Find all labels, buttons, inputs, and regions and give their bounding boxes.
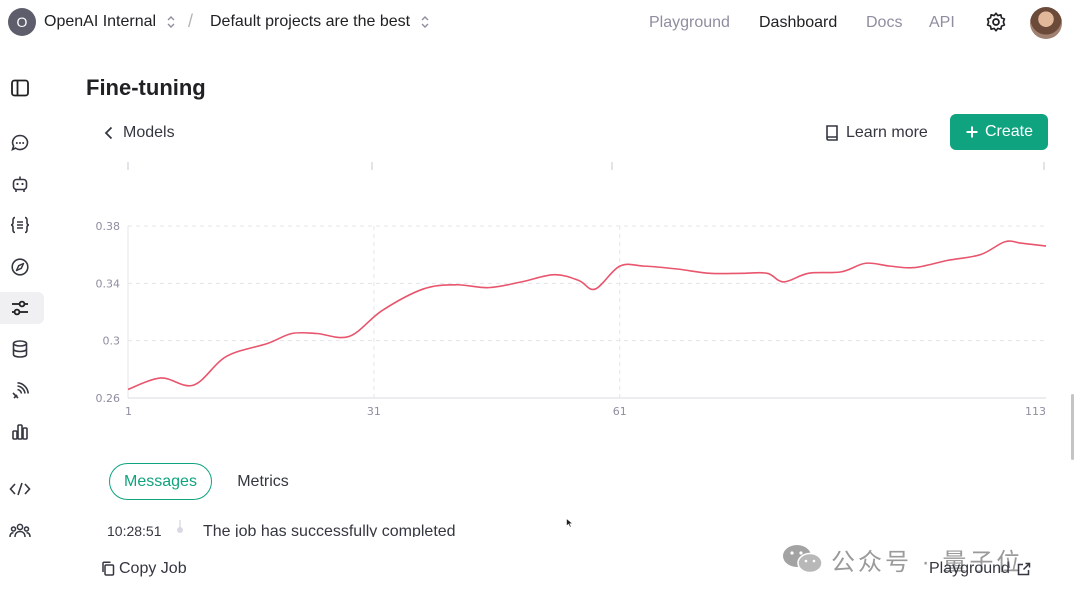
sidebar-toggle-icon[interactable] bbox=[9, 77, 31, 99]
learn-more-button[interactable]: Learn more bbox=[824, 122, 928, 144]
back-link-label: Models bbox=[123, 124, 175, 141]
timeline-connector bbox=[179, 520, 181, 528]
vertical-scrollbar[interactable] bbox=[1071, 394, 1074, 460]
book-icon bbox=[826, 125, 838, 141]
copy-job-button[interactable]: Copy Job bbox=[101, 560, 187, 578]
open-playground-link[interactable]: Playground bbox=[929, 560, 1032, 578]
back-to-models-link[interactable]: Models bbox=[103, 122, 175, 144]
plus-icon bbox=[966, 126, 978, 138]
org-avatar[interactable]: O bbox=[8, 8, 36, 36]
external-link-icon bbox=[1017, 562, 1031, 576]
wechat-logo-icon bbox=[783, 545, 823, 574]
org-switcher[interactable]: OpenAI Internal bbox=[44, 13, 157, 30]
audio-icon[interactable] bbox=[9, 380, 31, 402]
braces-icon[interactable] bbox=[9, 214, 31, 236]
tab-messages[interactable]: Messages bbox=[109, 463, 212, 500]
tab-metrics[interactable]: Metrics bbox=[237, 472, 289, 490]
learn-more-label: Learn more bbox=[846, 124, 928, 141]
y-tick-label: 0.3 bbox=[103, 335, 121, 348]
log-entry: 10:28:51 The job has successfully comple… bbox=[0, 520, 1080, 537]
chat-icon[interactable] bbox=[9, 132, 31, 154]
x-tick-label: 61 bbox=[613, 405, 627, 418]
nav-dashboard[interactable]: Dashboard bbox=[759, 14, 838, 31]
copy-job-label: Copy Job bbox=[119, 560, 187, 577]
sliders-icon[interactable] bbox=[9, 297, 31, 319]
assistant-robot-icon[interactable] bbox=[9, 173, 31, 195]
series-line-0 bbox=[127, 240, 1047, 391]
nav-playground[interactable]: Playground bbox=[649, 14, 730, 31]
footer-bar: Copy Job 公众号 · 量子位 Playground bbox=[0, 538, 1080, 601]
bar-chart-icon[interactable] bbox=[9, 421, 31, 443]
nav-docs[interactable]: Docs bbox=[866, 14, 903, 31]
mouse-cursor-icon bbox=[566, 518, 574, 528]
org-initial: O bbox=[16, 14, 28, 30]
create-button[interactable]: Create bbox=[950, 114, 1048, 150]
copy-icon bbox=[102, 561, 115, 576]
code-icon[interactable] bbox=[9, 478, 31, 500]
log-timestamp: 10:28:51 bbox=[107, 523, 162, 537]
x-tick-label: 1 bbox=[125, 405, 132, 418]
team-icon[interactable] bbox=[9, 520, 31, 542]
x-tick-label: 113 bbox=[1025, 405, 1046, 418]
user-avatar[interactable] bbox=[1030, 7, 1062, 39]
org-updown-chevron-icon[interactable] bbox=[166, 13, 176, 31]
x-tick-label: 31 bbox=[367, 405, 381, 418]
compass-icon[interactable] bbox=[9, 256, 31, 278]
page-title: Fine-tuning bbox=[86, 75, 206, 100]
create-label: Create bbox=[984, 123, 1034, 140]
top-navigation: O OpenAI Internal / Default projects are… bbox=[0, 0, 1080, 46]
watermark: 公众号 · 量子位 bbox=[781, 544, 1024, 576]
log-message: The job has successfully completed bbox=[203, 523, 456, 537]
playground-label: Playground bbox=[929, 560, 1010, 577]
project-switcher[interactable]: Default projects are the best bbox=[210, 13, 411, 30]
sidebar-active-highlight bbox=[0, 292, 44, 324]
nav-api[interactable]: API bbox=[929, 14, 955, 31]
watermark-text: 公众号 · 量子位 bbox=[831, 548, 1024, 576]
project-updown-chevron-icon[interactable] bbox=[420, 13, 430, 31]
y-tick-label: 0.34 bbox=[96, 277, 121, 290]
y-tick-label: 0.26 bbox=[96, 392, 121, 405]
y-tick-label: 0.38 bbox=[96, 220, 121, 233]
database-icon[interactable] bbox=[9, 338, 31, 360]
chevron-left-icon bbox=[104, 126, 113, 140]
gear-icon[interactable] bbox=[985, 11, 1007, 33]
breadcrumb-separator: / bbox=[188, 11, 194, 31]
metrics-chart: 0.38 0.34 0.3 0.26 1 31 61 113 bbox=[0, 150, 1080, 430]
chart-svg: 0.38 0.34 0.3 0.26 1 31 61 113 bbox=[96, 162, 1047, 418]
timeline-dot bbox=[177, 527, 183, 533]
